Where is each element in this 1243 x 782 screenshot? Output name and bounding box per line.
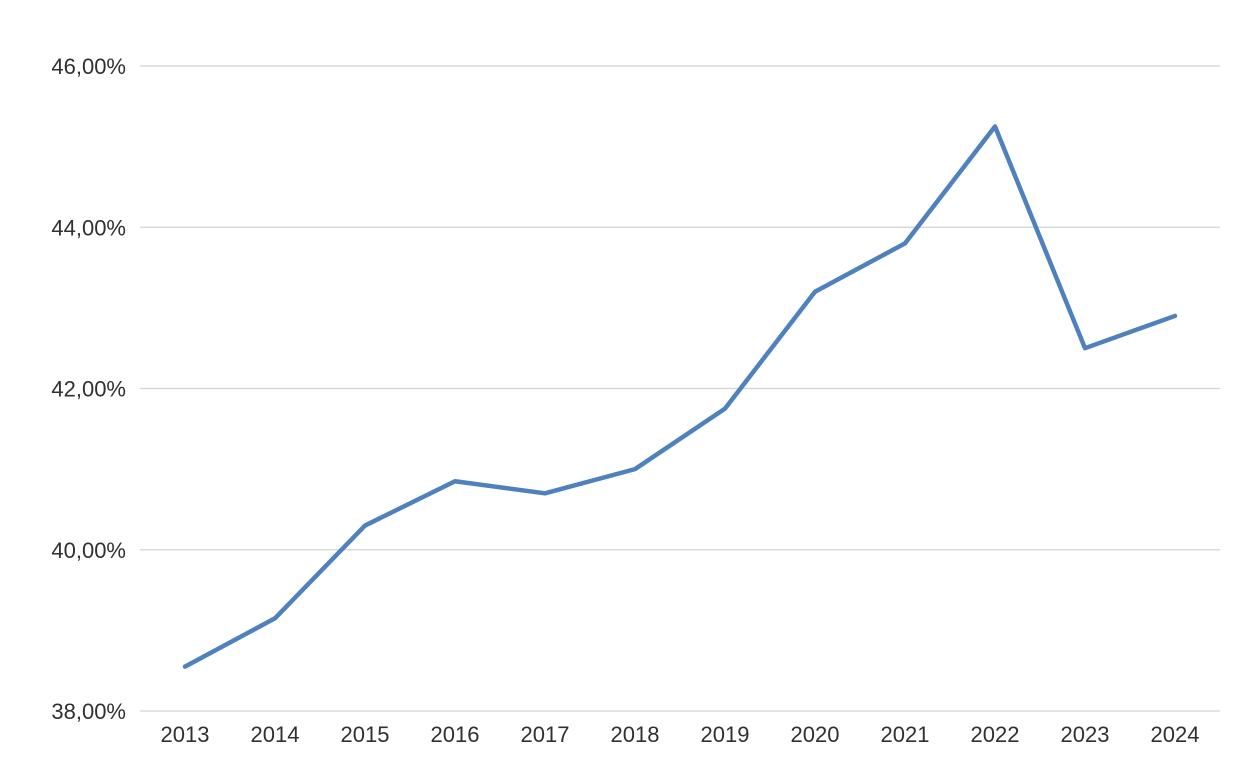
x-axis-tick-label: 2015: [341, 722, 390, 747]
y-axis-tick-label: 38,00%: [51, 699, 126, 724]
x-axis-tick-label: 2021: [881, 722, 930, 747]
x-axis-tick-label: 2020: [791, 722, 840, 747]
x-axis-tick-label: 2019: [701, 722, 750, 747]
x-axis-tick-label: 2016: [431, 722, 480, 747]
y-axis-tick-label: 40,00%: [51, 538, 126, 563]
y-axis-tick-label: 46,00%: [51, 54, 126, 79]
x-axis-tick-label: 2013: [161, 722, 210, 747]
x-axis-tick-label: 2018: [611, 722, 660, 747]
x-axis-tick-label: 2022: [971, 722, 1020, 747]
x-axis-tick-label: 2014: [251, 722, 300, 747]
x-axis-tick-label: 2017: [521, 722, 570, 747]
y-axis-tick-label: 42,00%: [51, 377, 126, 402]
x-axis-tick-label: 2023: [1061, 722, 1110, 747]
x-axis-tick-label: 2024: [1151, 722, 1200, 747]
data-line-series: [182, 124, 1178, 669]
y-axis-tick-label: 44,00%: [51, 215, 126, 240]
